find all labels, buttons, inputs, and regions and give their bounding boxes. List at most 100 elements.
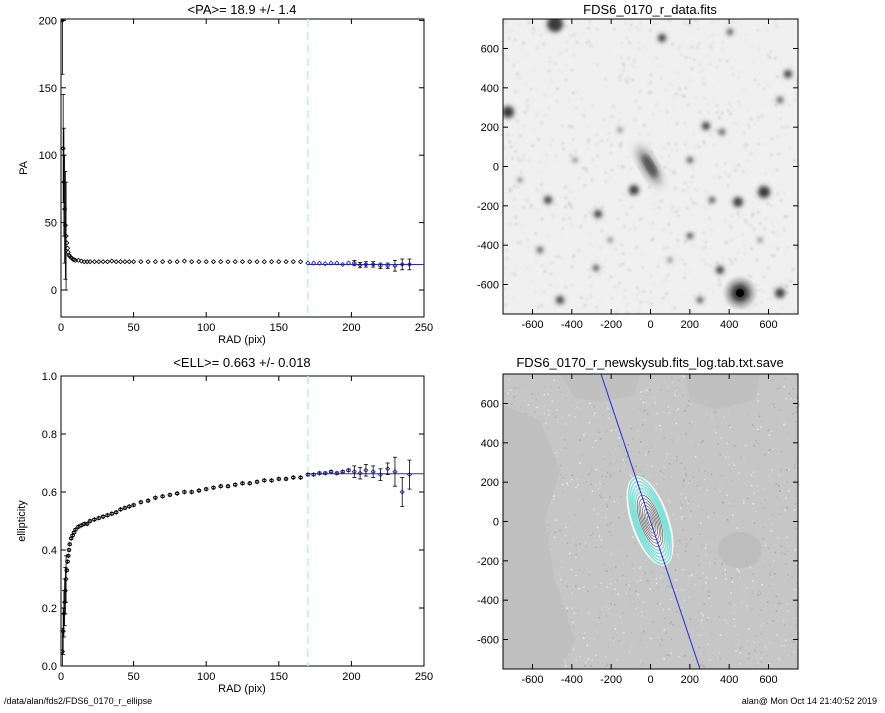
data-point: [261, 477, 267, 483]
sky-noise-pixel: [674, 210, 677, 213]
sky-noise-pixel: [596, 155, 599, 158]
residual-noise-pixel: [660, 389, 662, 391]
sky-noise-pixel: [509, 223, 512, 226]
sky-noise-pixel: [786, 302, 789, 305]
residual-noise-pixel: [785, 657, 788, 660]
sky-noise-pixel: [750, 44, 753, 47]
residual-noise-pixel: [748, 435, 751, 438]
residual-noise-pixel: [786, 603, 789, 606]
sky-noise-pixel: [785, 305, 788, 308]
residual-noise-pixel: [605, 570, 608, 572]
residual-noise-pixel: [561, 483, 564, 486]
x-tick-label: 200: [342, 322, 360, 334]
residual-noise-pixel: [536, 406, 539, 409]
sky-noise-pixel: [555, 155, 558, 158]
residual-noise-pixel: [681, 374, 683, 377]
sky-noise-pixel: [788, 104, 791, 107]
residual-noise-pixel: [777, 387, 779, 390]
residual-noise-pixel: [569, 451, 572, 454]
residual-noise-pixel: [776, 634, 778, 636]
sky-noise-pixel: [618, 76, 621, 79]
data-point: [61, 611, 67, 617]
data-point: [189, 489, 195, 495]
sky-noise-pixel: [657, 206, 660, 209]
residual-noise-pixel: [611, 591, 613, 593]
residual-noise-pixel: [787, 518, 789, 520]
residual-noise-pixel: [709, 658, 712, 661]
data-point: [109, 258, 115, 264]
residual-noise-pixel: [736, 568, 738, 570]
skysub-image-title: FDS6_0170_r_newskysub.fits_log.tab.txt.s…: [516, 355, 783, 370]
sky-noise-pixel: [654, 200, 657, 203]
residual-noise-pixel: [657, 586, 659, 589]
residual-noise-pixel: [695, 651, 697, 654]
sky-noise-pixel: [603, 118, 606, 121]
sky-noise-pixel: [531, 30, 534, 33]
sky-noise-pixel: [636, 231, 639, 234]
sky-noise-pixel: [678, 88, 681, 91]
residual-noise-pixel: [780, 457, 783, 460]
sky-noise-pixel: [774, 19, 777, 22]
x-tick-label: 50: [127, 671, 139, 683]
sky-noise-pixel: [796, 84, 798, 87]
residual-noise-pixel: [598, 431, 601, 434]
data-point: [138, 499, 144, 505]
sky-noise-pixel: [588, 40, 591, 43]
sky-noise-pixel: [719, 284, 722, 287]
residual-noise-pixel: [675, 422, 678, 425]
residual-noise-pixel: [638, 451, 641, 454]
sky-noise-pixel: [691, 244, 694, 247]
sky-noise-pixel: [594, 205, 597, 208]
residual-noise-pixel: [668, 596, 670, 599]
residual-noise-pixel: [524, 377, 527, 379]
sky-noise-pixel: [712, 34, 715, 37]
residual-noise-pixel: [595, 654, 597, 657]
sky-noise-pixel: [706, 103, 709, 106]
sky-noise-pixel: [652, 22, 655, 25]
sky-noise-pixel: [609, 177, 612, 180]
data-point: [340, 261, 346, 267]
residual-noise-pixel: [648, 476, 650, 478]
sky-noise-pixel: [676, 244, 679, 247]
residual-noise-pixel: [776, 600, 779, 603]
residual-noise-pixel: [693, 446, 695, 448]
sky-noise-pixel: [615, 181, 618, 184]
sky-noise-pixel: [515, 87, 518, 90]
residual-noise-pixel: [602, 473, 605, 475]
sky-noise-pixel: [752, 70, 755, 73]
residual-noise-pixel: [594, 528, 597, 531]
residual-noise-pixel: [545, 422, 548, 425]
sky-noise-pixel: [709, 45, 712, 48]
residual-noise-pixel: [670, 638, 673, 641]
data-point: [334, 260, 340, 266]
residual-noise-pixel: [535, 398, 537, 401]
residual-noise-pixel: [715, 577, 717, 579]
star: [697, 297, 703, 303]
sky-noise-pixel: [512, 198, 515, 201]
sky-noise-pixel: [757, 116, 760, 119]
sky-noise-pixel: [545, 30, 548, 33]
sky-noise-pixel: [583, 108, 586, 111]
sky-noise-pixel: [766, 29, 769, 32]
sky-noise-pixel: [535, 114, 538, 117]
sky-noise-pixel: [504, 20, 507, 23]
sky-noise-pixel: [654, 297, 657, 300]
data-point: [72, 527, 79, 533]
sky-noise-pixel: [585, 167, 588, 170]
sky-noise-pixel: [718, 116, 721, 119]
residual-noise-pixel: [566, 610, 568, 612]
y-tick-label: 0: [51, 285, 57, 297]
sky-noise-pixel: [763, 275, 766, 278]
sky-noise-pixel: [649, 291, 652, 294]
residual-noise-pixel: [668, 462, 671, 465]
residual-noise-pixel: [606, 664, 608, 667]
sky-noise-pixel: [661, 280, 664, 283]
sky-noise-pixel: [619, 145, 622, 148]
sky-noise-pixel: [670, 112, 673, 115]
sky-noise-pixel: [770, 138, 773, 141]
residual-noise-pixel: [779, 408, 782, 411]
residual-noise-pixel: [702, 509, 704, 511]
residual-noise-pixel: [683, 663, 685, 666]
residual-noise-pixel: [762, 414, 764, 417]
residual-noise-pixel: [623, 512, 626, 515]
